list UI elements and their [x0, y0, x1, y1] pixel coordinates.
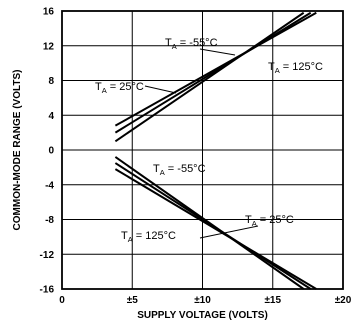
temperature-annotation-neg-m55: TA = -55°C — [153, 163, 206, 177]
temperature-annotation-neg-25: TA = 25°C — [245, 214, 294, 228]
annotation-leader-line — [144, 85, 177, 94]
curve-layer — [114, 11, 317, 290]
series-line-negative — [114, 168, 317, 290]
temperature-annotation-pos-25: TA = 25°C — [95, 81, 144, 95]
series-line-positive — [114, 11, 317, 127]
y-tick-label: -16 — [40, 285, 55, 296]
tick-label-layer: -16 -12 -8 -4 0 4 8 12 16 0 ±5 ±10 ±15 ±20 — [40, 7, 352, 307]
y-tick-label: 16 — [43, 7, 55, 18]
annotation-leader-line — [199, 225, 259, 239]
y-axis-label: COMMON-MODE RANGE (VOLTS) — [12, 70, 23, 231]
temperature-annotation-pos-125: TA = 125°C — [268, 61, 323, 75]
series-line-negative — [114, 162, 312, 290]
y-tick-label: 0 — [48, 146, 54, 157]
x-tick-label: ±20 — [335, 295, 352, 306]
x-tick-label: ±10 — [194, 295, 211, 306]
y-tick-label: -12 — [40, 250, 55, 261]
y-tick-label: 12 — [43, 41, 55, 52]
series-line-positive — [114, 11, 305, 143]
annotation-leader-line — [199, 48, 236, 56]
x-tick-label: 0 — [59, 295, 65, 306]
plot-frame — [61, 10, 344, 290]
temperature-annotation-pos-m55: TA = -55°C — [165, 37, 218, 51]
y-tick-label: -4 — [45, 180, 54, 191]
series-line-positive — [114, 11, 312, 134]
y-tick-label: 8 — [48, 76, 54, 87]
x-axis-label: SUPPLY VOLTAGE (VOLTS) — [137, 310, 268, 321]
temperature-annotation-neg-125: TA = 125°C — [121, 230, 176, 244]
annotation-layer: TA = -55°C TA = 25°C TA = 125°C TA = -55°C T… — [95, 37, 323, 244]
y-tick-label: 4 — [48, 111, 54, 122]
y-tick-label: -8 — [45, 215, 54, 226]
x-tick-label: ±5 — [127, 295, 138, 306]
x-tick-label: ±15 — [264, 295, 281, 306]
grid-layer — [62, 11, 343, 289]
